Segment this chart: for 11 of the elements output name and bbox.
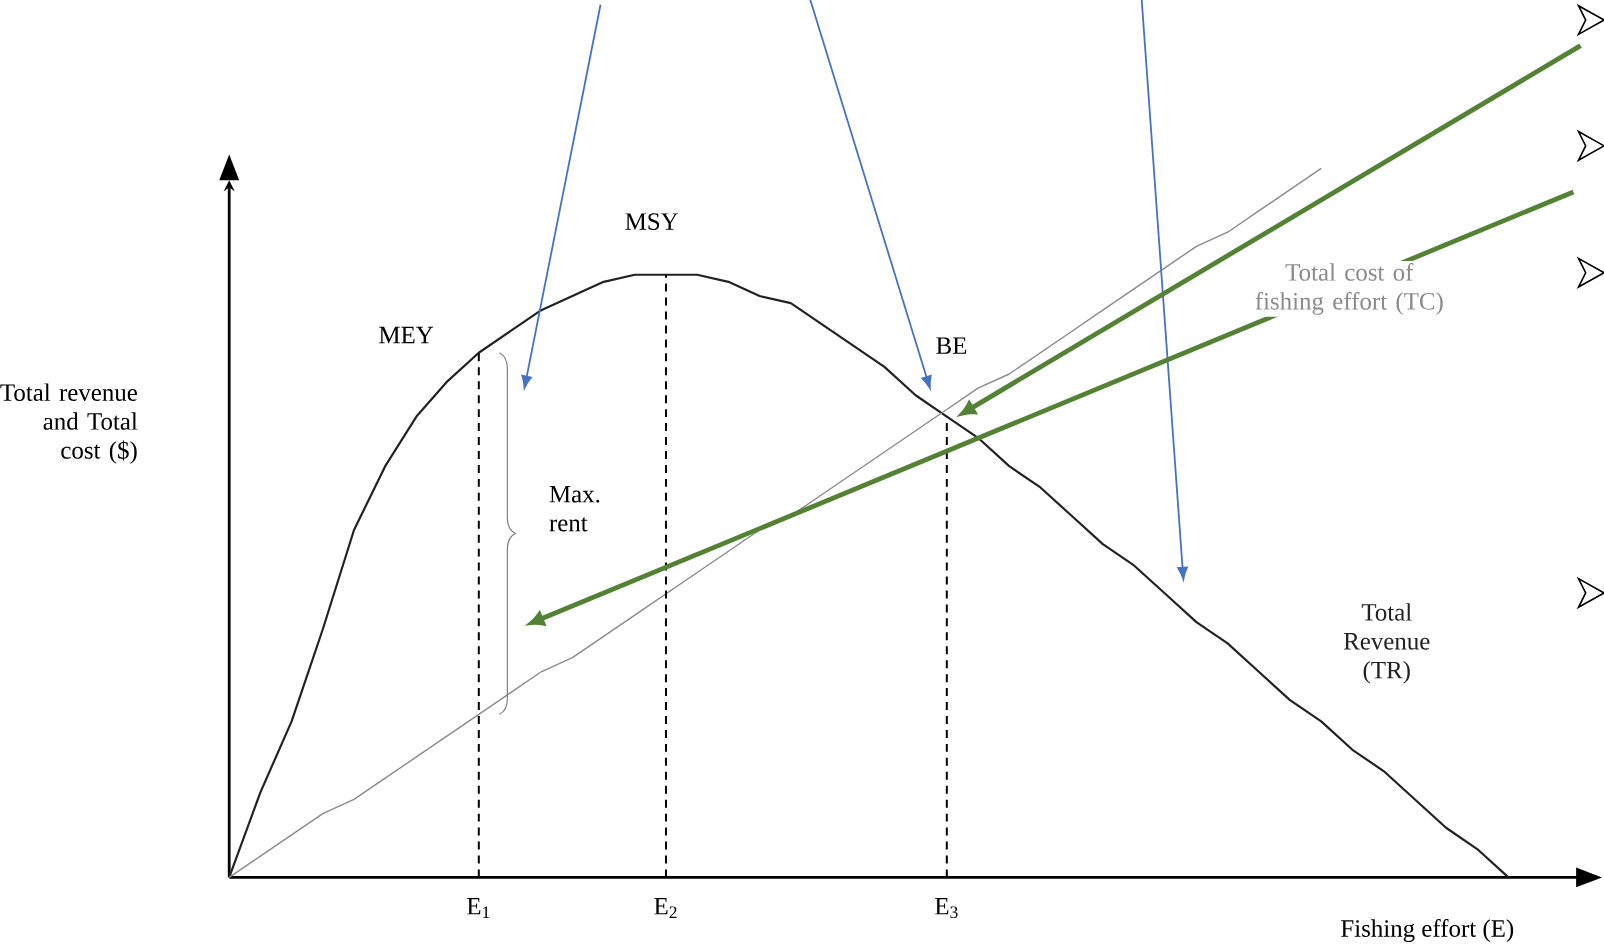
x-tick-label: E$_{2}$ (654, 898, 677, 918)
x-tick-label: E$_{1}$ (467, 898, 490, 918)
series-label: Total Revenue (TR) (1343, 603, 1430, 684)
annotation: Max. rent (549, 485, 600, 532)
x-tick-label: E$_{3}$ (935, 898, 958, 919)
x-axis-title: Fishing effort (E) (1341, 919, 1514, 943)
annotation: BE (936, 337, 967, 354)
annotation: MEY (379, 326, 434, 344)
y-axis-title: Total revenue and Total cost ($) (0, 383, 138, 464)
annotation: MSY (625, 213, 678, 230)
series-label: Total cost of fishing effort (TC) (1255, 263, 1443, 315)
